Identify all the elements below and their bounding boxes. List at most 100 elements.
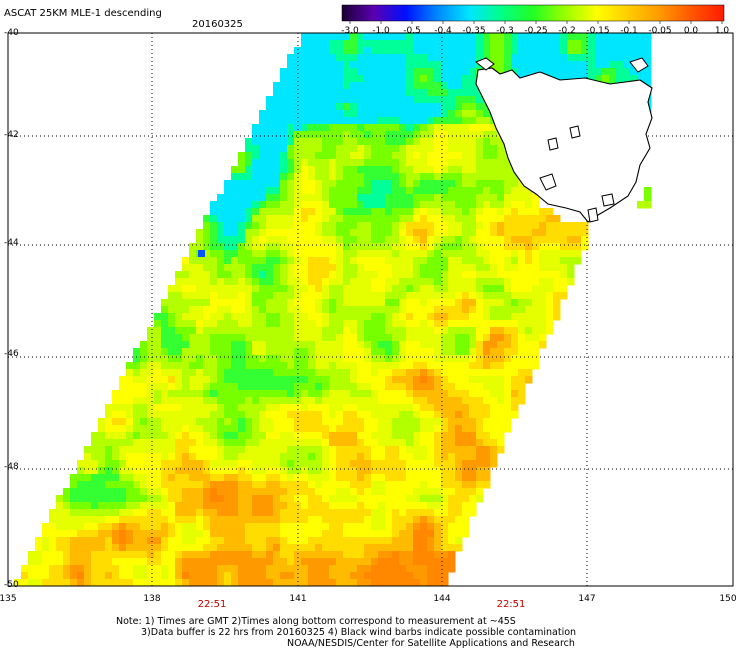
swath-cell — [406, 509, 414, 517]
swath-cell — [343, 502, 351, 510]
swath-cell — [91, 516, 99, 524]
swath-cell — [392, 96, 400, 104]
swath-cell — [147, 362, 155, 370]
swath-cell — [455, 222, 463, 230]
swath-cell — [287, 334, 295, 342]
swath-cell — [385, 173, 393, 181]
swath-cell — [518, 187, 526, 195]
swath-cell — [175, 579, 183, 587]
swath-cell — [322, 96, 330, 104]
swath-cell — [280, 516, 288, 524]
swath-cell — [462, 313, 470, 321]
swath-cell — [462, 173, 470, 181]
swath-cell — [98, 474, 106, 482]
swath-cell — [147, 530, 155, 538]
swath-cell — [392, 474, 400, 482]
swath-cell — [252, 187, 260, 195]
swath-cell — [196, 537, 204, 545]
swath-cell — [448, 208, 456, 216]
swath-cell — [455, 82, 463, 90]
swath-cell — [364, 194, 372, 202]
swath-cell — [287, 54, 295, 62]
swath-cell — [259, 194, 267, 202]
swath-cell — [273, 222, 281, 230]
swath-cell — [483, 432, 491, 440]
swath-cell — [154, 467, 162, 475]
swath-cell — [378, 54, 386, 62]
swath-cell — [203, 383, 211, 391]
swath-cell — [406, 327, 414, 335]
swath-cell — [532, 362, 540, 370]
swath-cell — [518, 271, 526, 279]
swath-cell — [161, 390, 169, 398]
swath-cell — [245, 334, 253, 342]
swath-cell — [406, 271, 414, 279]
swath-cell — [168, 320, 176, 328]
swath-cell — [203, 278, 211, 286]
swath-cell — [357, 453, 365, 461]
swath-cell — [182, 439, 190, 447]
swath-cell — [245, 453, 253, 461]
swath-cell — [336, 544, 344, 552]
swath-cell — [49, 579, 57, 587]
swath-cell — [238, 299, 246, 307]
swath-cell — [280, 502, 288, 510]
swath-cell — [238, 537, 246, 545]
swath-cell — [462, 138, 470, 146]
swath-cell — [427, 383, 435, 391]
swath-cell — [392, 439, 400, 447]
swath-cell — [490, 432, 498, 440]
swath-cell — [224, 453, 232, 461]
swath-cell — [385, 33, 393, 41]
swath-cell — [329, 131, 337, 139]
swath-cell — [182, 481, 190, 489]
swath-cell — [336, 348, 344, 356]
swath-cell — [336, 523, 344, 531]
swath-cell — [483, 397, 491, 405]
swath-cell — [343, 271, 351, 279]
swath-cell — [217, 411, 225, 419]
swath-cell — [371, 278, 379, 286]
swath-cell — [112, 481, 120, 489]
swath-cell — [378, 362, 386, 370]
swath-cell — [490, 362, 498, 370]
swath-cell — [308, 474, 316, 482]
swath-cell — [476, 481, 484, 489]
swath-cell — [532, 68, 540, 76]
swath-cell — [301, 208, 309, 216]
swath-cell — [56, 558, 64, 566]
swath-cell — [112, 565, 120, 573]
swath-cell — [448, 250, 456, 258]
swath-cell — [259, 159, 267, 167]
swath-cell — [105, 488, 113, 496]
swath-cell — [413, 61, 421, 69]
swath-cell — [84, 558, 92, 566]
swath-cell — [399, 138, 407, 146]
swath-cell — [280, 418, 288, 426]
swath-cell — [308, 334, 316, 342]
swath-cell — [441, 292, 449, 300]
swath-cell — [525, 341, 533, 349]
swath-cell — [497, 446, 505, 454]
swath-cell — [364, 362, 372, 370]
swath-cell — [378, 509, 386, 517]
swath-cell — [343, 432, 351, 440]
swath-cell — [315, 194, 323, 202]
swath-cell — [196, 488, 204, 496]
swath-cell — [413, 565, 421, 573]
swath-cell — [259, 383, 267, 391]
swath-cell — [476, 397, 484, 405]
swath-cell — [525, 320, 533, 328]
swath-cell — [364, 376, 372, 384]
swath-cell — [371, 432, 379, 440]
swath-cell — [364, 565, 372, 573]
swath-cell — [490, 292, 498, 300]
swath-cell — [252, 124, 260, 132]
swath-cell — [98, 453, 106, 461]
swath-cell — [504, 327, 512, 335]
swath-cell — [210, 572, 218, 580]
swath-cell — [273, 439, 281, 447]
swath-cell — [322, 383, 330, 391]
swath-cell — [217, 313, 225, 321]
swath-cell — [231, 348, 239, 356]
